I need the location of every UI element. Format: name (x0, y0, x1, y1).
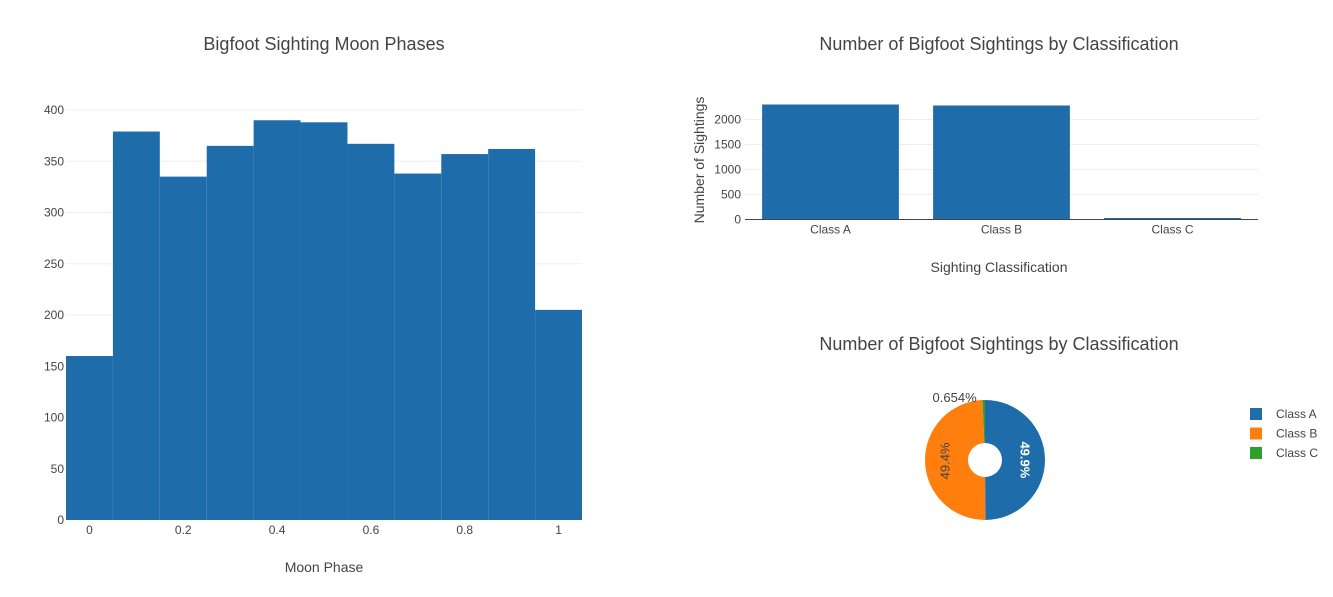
bar-chart-y-tick-label: 500 (721, 188, 741, 202)
histogram-bar (394, 173, 442, 521)
histogram-x-tick-label: 0.4 (269, 523, 286, 537)
histogram-y-ticks: 0 50 100 150 200 250 300 350 400 (44, 103, 64, 527)
histogram-x-tick-label: 0 (86, 523, 93, 537)
histogram-y-tick-label: 400 (44, 103, 64, 117)
histogram-y-tick-label: 300 (44, 206, 64, 220)
pie-percent-label: 49.4% (937, 442, 952, 479)
bar-chart-y-axis-title: Number of Sightings (691, 97, 707, 224)
pie-slice (982, 400, 985, 444)
pie-percent-label: 0.654% (933, 390, 978, 405)
legend-swatch (1250, 447, 1262, 459)
legend-label: Class C (1276, 446, 1318, 460)
histogram-bar (112, 131, 160, 520)
bar-chart-bar (1104, 218, 1241, 220)
histogram-y-tick-label: 50 (51, 462, 65, 476)
bar-chart-bars (762, 104, 1241, 220)
bar-chart-title: Number of Bigfoot Sightings by Classific… (819, 34, 1178, 54)
histogram-x-tick-label: 1 (555, 523, 562, 537)
legend-swatch (1250, 408, 1262, 420)
histogram-x-axis-title: Moon Phase (285, 559, 364, 575)
pie-percent-label: 49.9% (1018, 441, 1033, 478)
histogram-bar (347, 143, 395, 520)
bar-chart-y-ticks: 0 500 1000 1500 2000 (714, 113, 741, 227)
histogram-y-tick-label: 250 (44, 257, 64, 271)
bar-chart-y-tick-label: 1000 (714, 163, 741, 177)
histogram-y-tick-label: 350 (44, 154, 64, 168)
histogram-bars (66, 120, 582, 521)
histogram-bar (206, 145, 254, 520)
bar-chart-y-tick-label: 2000 (714, 113, 741, 127)
moon-phase-histogram: Bigfoot Sighting Moon Phases 0 50 100 150 20… (44, 34, 582, 575)
pie-chart-title: Number of Bigfoot Sightings by Classific… (819, 334, 1178, 354)
bar-chart-x-tick-label: Class B (981, 223, 1022, 237)
bar-chart-bar (933, 105, 1070, 220)
pie-legend: Class A Class B Class C (1250, 407, 1318, 460)
bar-chart-bar (762, 104, 899, 220)
histogram-bar (159, 176, 207, 520)
histogram-x-tick-label: 0.2 (175, 523, 192, 537)
histogram-bar (488, 148, 536, 520)
classification-bar-chart: Number of Bigfoot Sightings by Classific… (691, 34, 1258, 275)
legend-label: Class A (1276, 407, 1317, 421)
legend-swatch (1250, 427, 1262, 440)
histogram-y-tick-label: 200 (44, 308, 64, 322)
pie-labels: 49.9% 49.4% 0.654% (933, 390, 1033, 479)
histogram-y-tick-label: 0 (57, 513, 64, 527)
bar-chart-y-tick-label: 1500 (714, 138, 741, 152)
histogram-bar (441, 154, 489, 520)
classification-pie-chart: Number of Bigfoot Sightings by Classific… (819, 334, 1318, 520)
pie-slice (925, 400, 986, 520)
bar-chart-x-ticks: Class A Class B Class C (810, 223, 1194, 237)
histogram-x-ticks: 0 0.2 0.4 0.6 0.8 1 (86, 523, 562, 537)
bar-chart-x-tick-label: Class A (810, 223, 851, 237)
histogram-bar (66, 356, 113, 520)
histogram-title: Bigfoot Sighting Moon Phases (203, 34, 444, 54)
bar-chart-y-tick-label: 0 (734, 213, 741, 227)
histogram-bar (253, 120, 301, 520)
pie-slices (925, 400, 1045, 520)
histogram-bar (300, 122, 348, 521)
bar-chart-x-tick-label: Class C (1151, 223, 1193, 237)
histogram-x-tick-label: 0.8 (456, 523, 473, 537)
histogram-x-tick-label: 0.6 (363, 523, 380, 537)
histogram-y-tick-label: 100 (44, 411, 64, 425)
histogram-bar (535, 309, 582, 520)
histogram-y-tick-label: 150 (44, 359, 64, 373)
legend-label: Class B (1276, 427, 1317, 441)
bar-chart-x-axis-title: Sighting Classification (931, 259, 1068, 275)
pie-slice (985, 400, 1045, 520)
